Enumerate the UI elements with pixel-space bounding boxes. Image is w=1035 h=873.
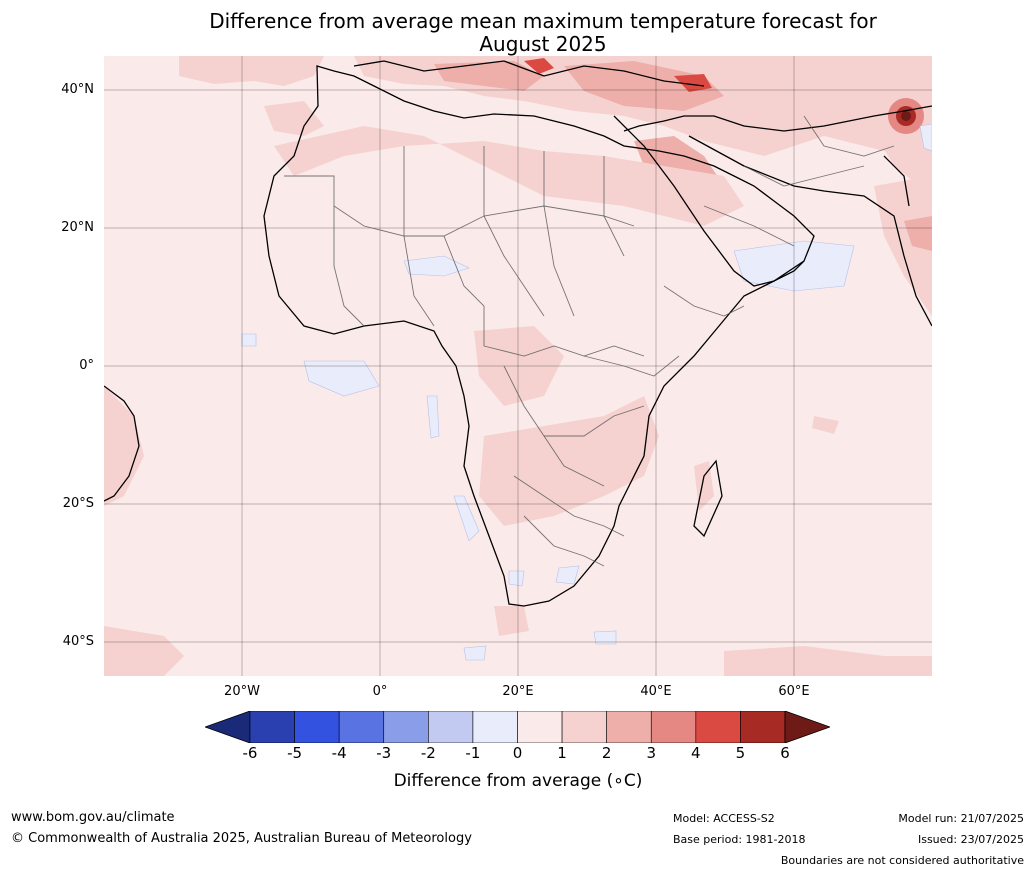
colorbar-box: [294, 711, 340, 743]
lat-label-40n: 40°N: [61, 82, 94, 97]
lon-label-60e: 60°E: [778, 684, 810, 699]
colorbar-tick-label: 4: [691, 744, 701, 762]
lat-label-20s: 20°S: [62, 496, 94, 511]
website-text: www.bom.gov.au/climate: [11, 810, 175, 825]
colorbar-tick-label: -4: [331, 744, 347, 762]
colorbar-box: [517, 711, 563, 743]
lon-label-0: 0°: [372, 684, 388, 699]
map-canvas: [104, 56, 932, 676]
colorbar-tick-label: 1: [557, 744, 567, 762]
lon-label-40e: 40°E: [640, 684, 672, 699]
colorbar-tick-label: -3: [376, 744, 392, 762]
lat-label-20n: 20°N: [61, 220, 94, 235]
lat-label-40s: 40°S: [62, 634, 94, 649]
colorbar-tick-label: 5: [735, 744, 746, 762]
gridlines: [104, 56, 932, 676]
copyright-text: © Commonwealth of Australia 2025, Austra…: [11, 831, 472, 846]
colorbar-box: [472, 711, 518, 743]
anomaly-patches: [104, 56, 932, 676]
colorbar-box: [650, 711, 697, 743]
model-run-text: Model run: 21/07/2025: [898, 812, 1024, 825]
colorbar-tick-label: 0: [512, 744, 523, 762]
lon-label-20w: 20°W: [224, 684, 260, 699]
country-borders: [284, 115, 895, 567]
colorbar-tick-label: -2: [420, 744, 436, 762]
colorbar-tick-label: -5: [287, 744, 303, 762]
disclaimer-text: Boundaries are not considered authoritat…: [780, 854, 1024, 867]
colorbar-box: [606, 711, 652, 743]
title-line-1: Difference from average mean maximum tem…: [209, 9, 877, 33]
map-title: Difference from average mean maximum tem…: [104, 10, 982, 56]
colorbar-tick-label: 3: [646, 744, 657, 762]
colorbar-box: [338, 711, 385, 743]
coastlines: [104, 60, 932, 607]
colorbar-box: [695, 711, 741, 743]
colorbar-extend-high: [784, 711, 830, 743]
lat-label-0: 0°: [79, 358, 94, 373]
issued-text: Issued: 23/07/2025: [917, 833, 1024, 846]
colorbar-label: Difference from average (∘C): [393, 771, 643, 791]
colorbar-tick-label: -1: [465, 744, 481, 762]
base-period-text: Base period: 1981-2018: [673, 833, 806, 846]
colorbar-box: [383, 711, 429, 743]
colorbar-extend-low: [205, 711, 251, 743]
colorbar-box: [740, 711, 786, 743]
lon-label-20e: 20°E: [502, 684, 534, 699]
model-text: Model: ACCESS-S2: [673, 812, 775, 825]
forecast-map: [104, 56, 932, 676]
title-line-2: August 2025: [479, 32, 607, 56]
colorbar-box: [249, 711, 295, 743]
colorbar-tick-label: -6: [242, 744, 258, 762]
colorbar-tick-label: 6: [780, 744, 790, 762]
colorbar-tick-label: 2: [601, 744, 612, 762]
colorbar: [205, 711, 830, 743]
colorbar-box: [428, 711, 474, 743]
colorbar-box: [561, 711, 607, 743]
